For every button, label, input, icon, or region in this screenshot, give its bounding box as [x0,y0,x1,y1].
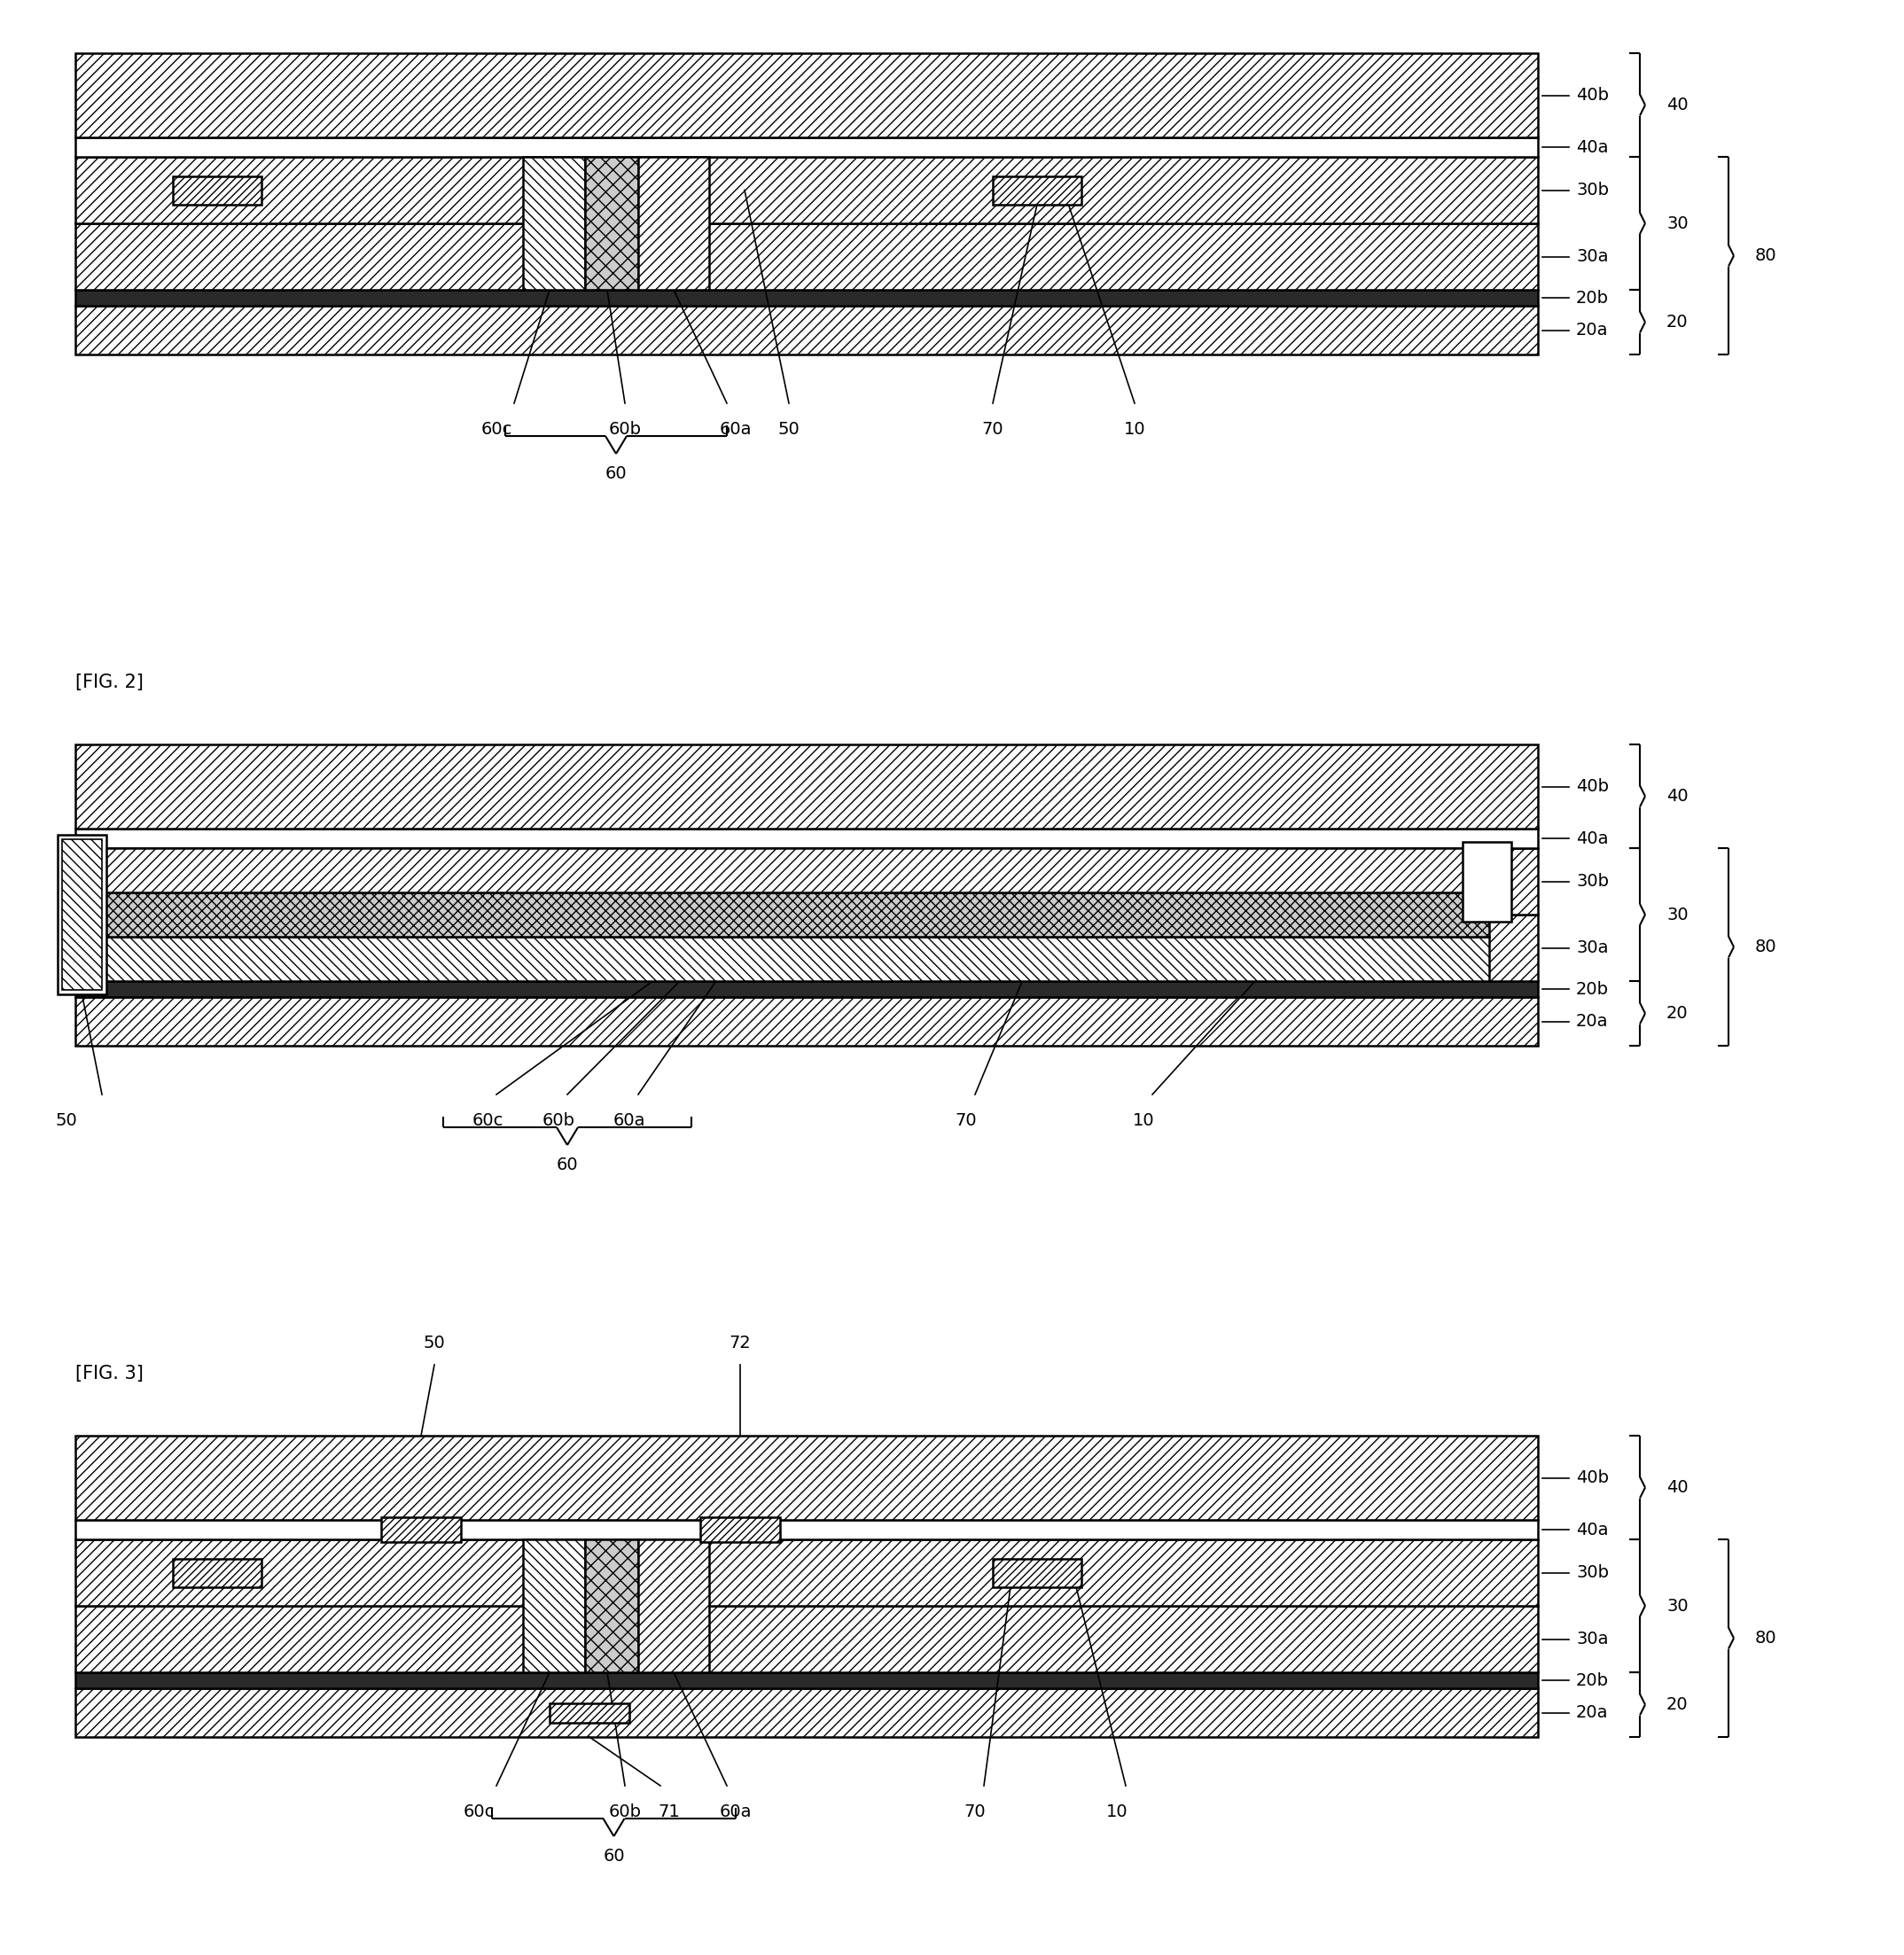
Text: 60: 60 [605,465,626,483]
Text: 40b: 40b [1577,86,1609,104]
Bar [173,176,261,203]
Bar [550,1703,630,1722]
Text: 30: 30 [1666,907,1689,923]
Text: 60c: 60c [463,1803,495,1820]
Bar [701,1517,781,1542]
Bar [76,915,1538,981]
Text: 20a: 20a [1577,323,1609,338]
Text: 20: 20 [1666,1697,1689,1713]
Bar [76,289,1538,305]
Text: 30b: 30b [1577,1564,1609,1582]
Bar [97,891,1489,936]
Text: 40: 40 [1666,96,1689,113]
Bar [76,1605,1538,1672]
Text: [FIG. 2]: [FIG. 2] [76,674,143,692]
Text: 40a: 40a [1577,139,1609,156]
Text: 40b: 40b [1577,778,1609,796]
Bar [76,829,1538,848]
Bar [63,839,103,989]
Bar [76,1435,1538,1519]
Text: 60b: 60b [543,1112,575,1130]
Text: 70: 70 [956,1112,977,1130]
Text: 30: 30 [1666,215,1689,233]
Text: 40b: 40b [1577,1470,1609,1486]
Bar [524,156,585,289]
Text: 20b: 20b [1577,1672,1609,1689]
Text: 60b: 60b [609,1803,642,1820]
Bar [992,1558,1081,1587]
Text: 60a: 60a [613,1112,645,1130]
Text: 60a: 60a [720,1803,752,1820]
Bar [992,176,1081,203]
Bar [381,1517,461,1542]
Text: 80: 80 [1755,938,1776,956]
Text: 30a: 30a [1577,940,1609,956]
Bar [76,53,1538,137]
Text: 30b: 30b [1577,874,1609,890]
Text: 50: 50 [779,420,800,438]
Bar [57,835,107,995]
Text: 10: 10 [1123,420,1146,438]
Text: 72: 72 [729,1335,750,1351]
Bar [76,1689,1538,1736]
Text: 20: 20 [1666,1005,1689,1022]
Text: 70: 70 [982,420,1003,438]
Text: 20: 20 [1666,313,1689,330]
Bar [585,1539,638,1672]
Text: 20a: 20a [1577,1013,1609,1030]
Bar [76,745,1538,829]
Text: 30a: 30a [1577,1630,1609,1648]
Text: 20a: 20a [1577,1705,1609,1720]
Text: 30: 30 [1666,1597,1689,1615]
Text: 50: 50 [423,1335,446,1351]
Text: 40a: 40a [1577,1521,1609,1539]
Bar [76,223,1538,289]
Bar [76,156,1538,223]
Bar [76,848,1538,915]
Text: 80: 80 [1755,1630,1776,1646]
Bar [76,1519,1538,1539]
Text: 80: 80 [1755,246,1776,264]
Bar [638,1539,708,1672]
Bar [97,848,1489,891]
Text: 60: 60 [604,1847,625,1865]
Text: 60: 60 [556,1157,579,1173]
Text: 60c: 60c [480,420,512,438]
Text: 20b: 20b [1577,289,1609,307]
Text: 30a: 30a [1577,248,1609,266]
Bar [76,997,1538,1046]
Bar [524,1539,585,1672]
Text: 60b: 60b [609,420,642,438]
Bar [76,981,1538,997]
Bar [1462,843,1512,921]
Bar [76,305,1538,354]
Bar [638,156,708,289]
Text: 60a: 60a [720,420,752,438]
Text: 40a: 40a [1577,831,1609,847]
Text: 60c: 60c [472,1112,503,1130]
Bar [76,137,1538,156]
Text: 10: 10 [1133,1112,1154,1130]
Bar [585,156,638,289]
Bar [97,936,1489,981]
Text: 20b: 20b [1577,981,1609,997]
Text: 71: 71 [659,1803,680,1820]
Text: 40: 40 [1666,1480,1689,1496]
Bar [76,1672,1538,1689]
Text: 30b: 30b [1577,182,1609,199]
Bar [76,1539,1538,1605]
Text: 50: 50 [55,1112,78,1130]
Text: 10: 10 [1106,1803,1127,1820]
Text: 40: 40 [1666,788,1689,805]
Bar [173,1558,261,1587]
Text: 70: 70 [963,1803,986,1820]
Text: [FIG. 3]: [FIG. 3] [76,1365,143,1382]
